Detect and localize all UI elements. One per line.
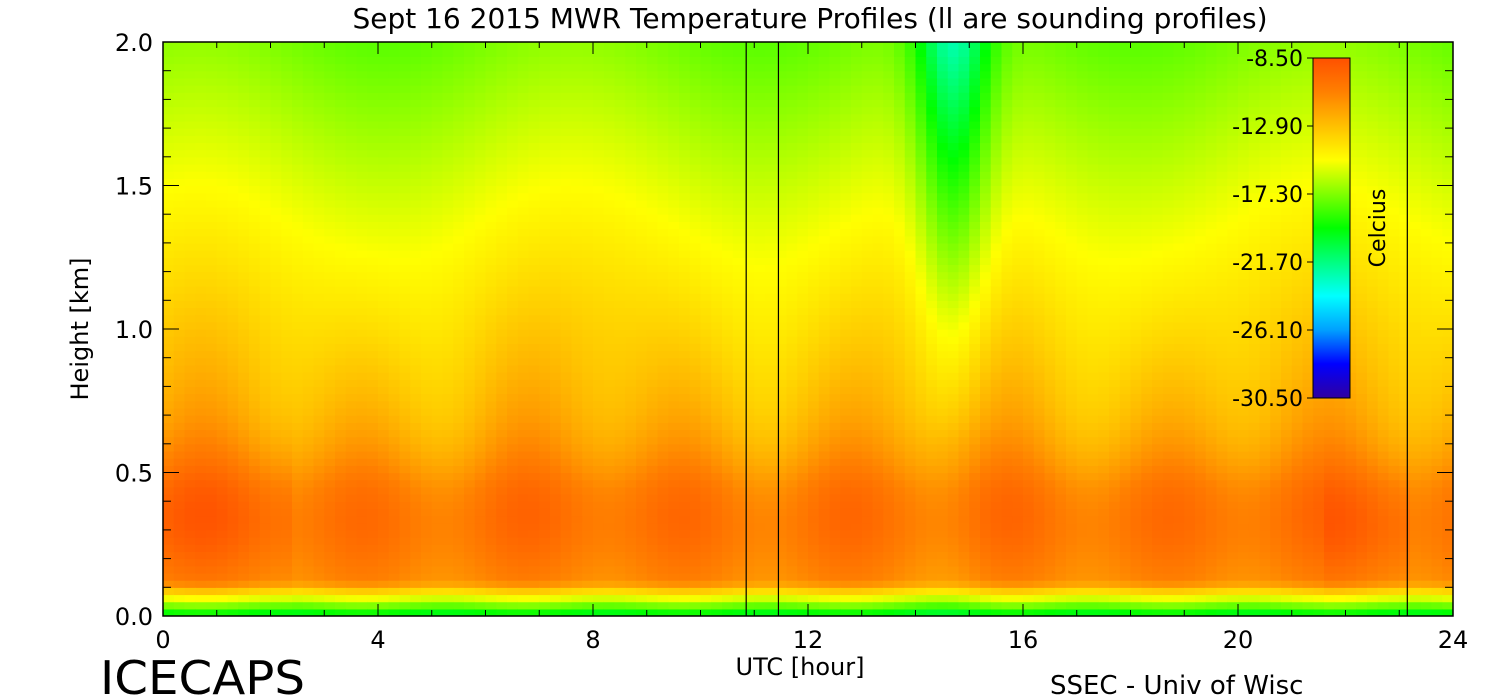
x-tick-label: 4 [370, 626, 385, 654]
colorbar-ticks: -8.50 -12.90 -17.30 -21.70 -26.10 -30.50 [1232, 47, 1313, 412]
x-tick-label: 24 [1438, 626, 1469, 654]
colorbar-tick-label: -12.90 [1232, 115, 1303, 140]
x-tick-label: 16 [1008, 626, 1039, 654]
colorbar: -8.50 -12.90 -17.30 -21.70 -26.10 -30.50 Celc… [1232, 47, 1391, 412]
x-tick-label: 20 [1223, 626, 1254, 654]
colorbar-tick-label: -30.50 [1232, 387, 1303, 412]
y-tick-label: 2.0 [115, 29, 153, 57]
x-tick-label: 0 [155, 626, 170, 654]
x-tick-label: 8 [585, 626, 600, 654]
colorbar-tick-label: -26.10 [1232, 319, 1303, 344]
y-tick-label: 1.0 [115, 316, 153, 344]
sounding-lines [745, 42, 1408, 616]
colorbar-tick-label: -8.50 [1246, 47, 1303, 72]
y-tick-label: 1.5 [115, 173, 153, 201]
y-tick-label: 0.0 [115, 603, 153, 631]
y-tick-label: 0.5 [115, 460, 153, 488]
x-tick-label: 12 [793, 626, 824, 654]
y-axis-label: Height [km] [66, 258, 94, 401]
colorbar-tick-label: -17.30 [1232, 183, 1303, 208]
colorbar-label: Celcius [1366, 189, 1391, 268]
chart-title: Sept 16 2015 MWR Temperature Profiles (l… [352, 2, 1267, 35]
colorbar-tick-label: -21.70 [1232, 251, 1303, 276]
heatmap-field [163, 42, 1453, 616]
colorbar-gradient [1312, 57, 1351, 399]
x-axis-ticks: 0 4 8 12 16 20 24 [155, 42, 1468, 654]
credit-text: SSEC - Univ of Wisc [1050, 671, 1303, 700]
x-axis-label: UTC [hour] [736, 653, 865, 681]
y-axis-ticks: 0.0 0.5 1.0 1.5 2.0 [115, 29, 1453, 631]
icecaps-logo-text: ICECAPS [100, 651, 305, 700]
